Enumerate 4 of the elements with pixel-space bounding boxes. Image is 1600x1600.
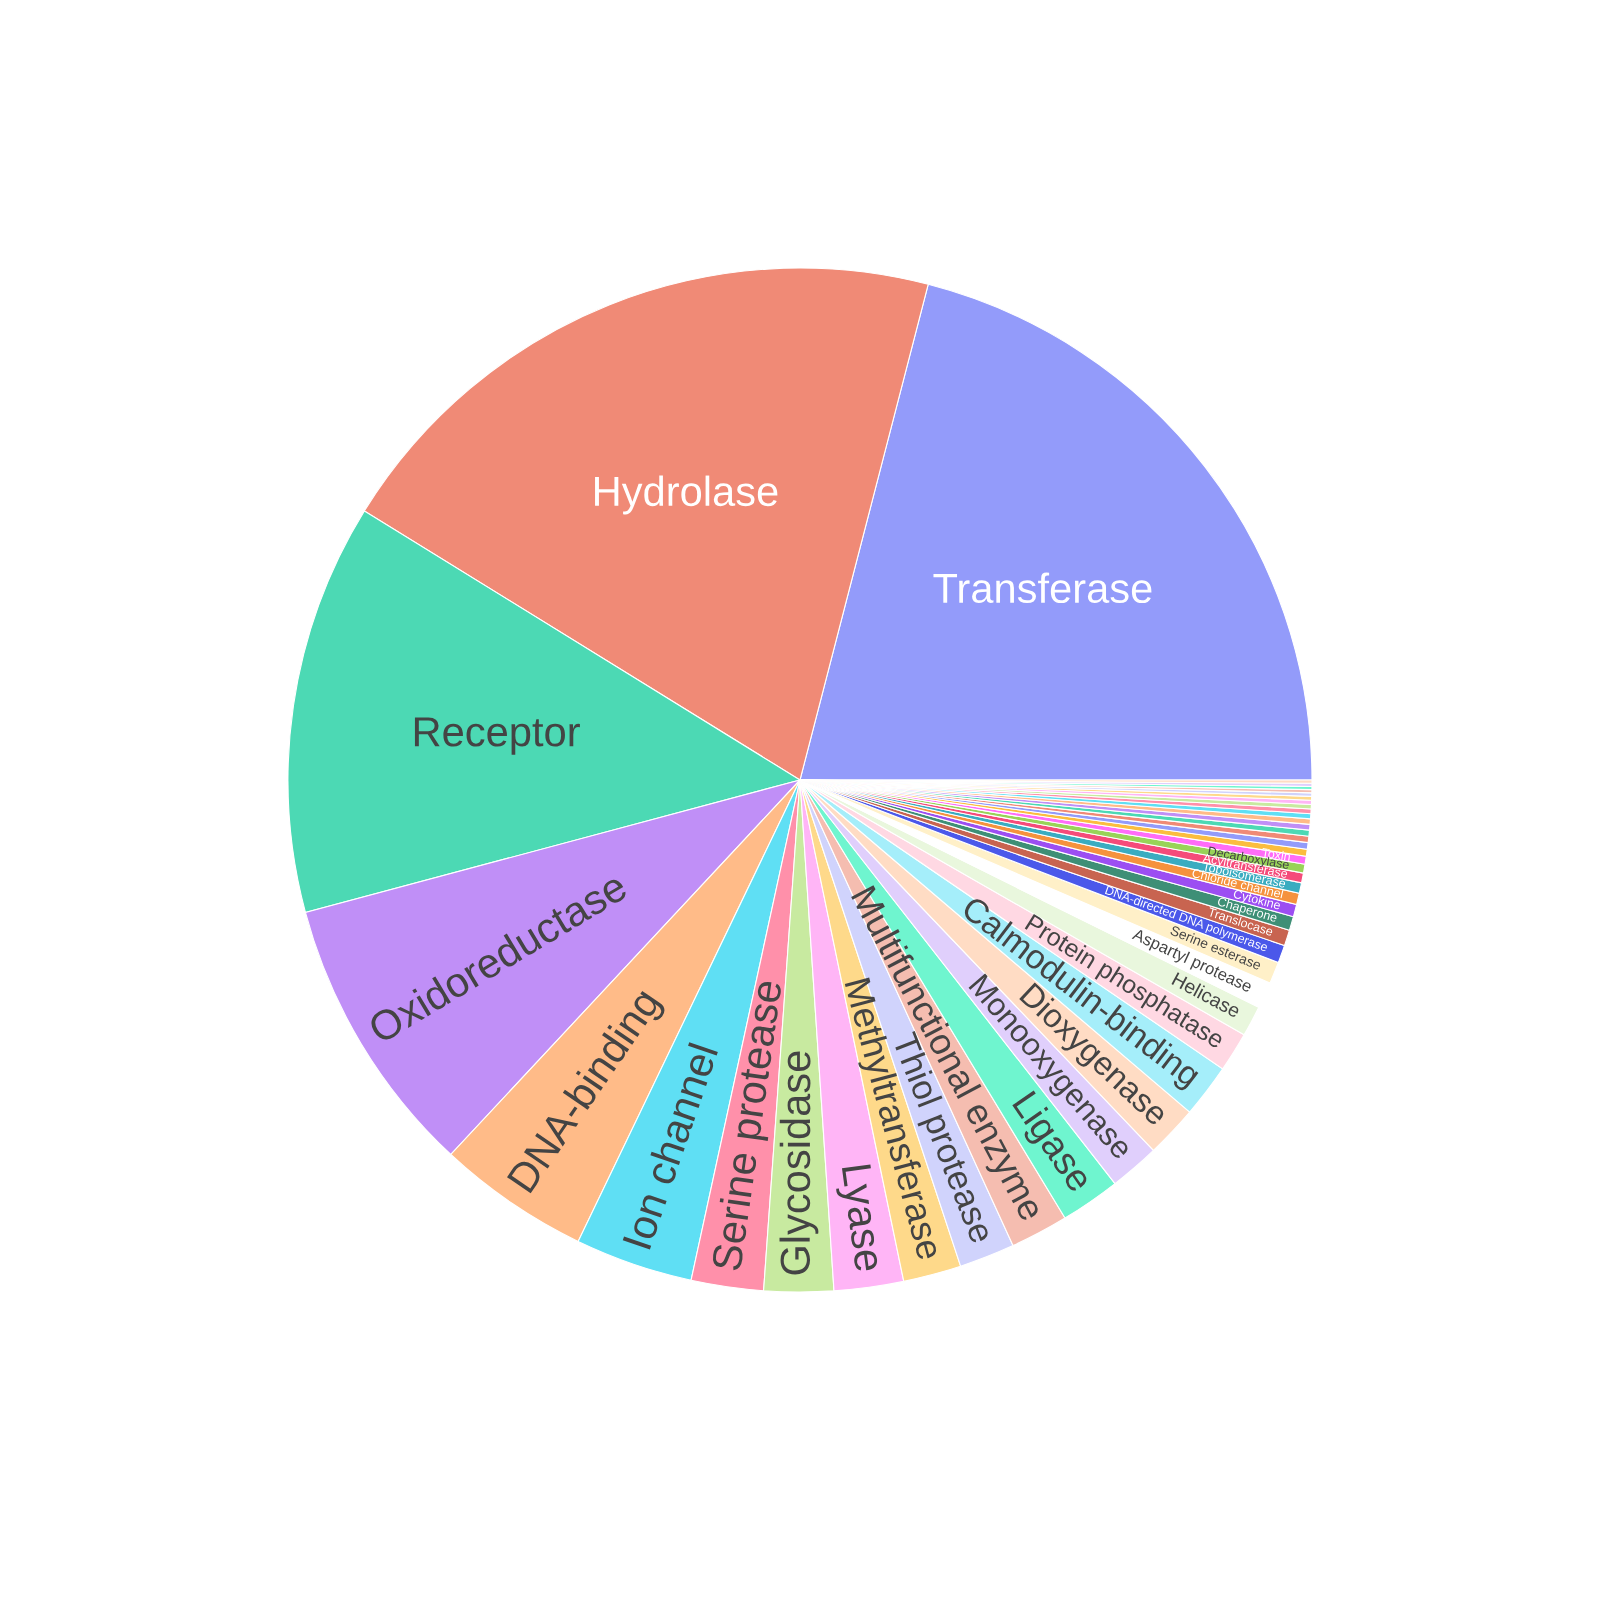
slice-label: Glycosidase (779, 1051, 819, 1275)
slice-label: Transferase (933, 572, 1152, 604)
slice-label: Hydrolase (595, 475, 778, 515)
slice-label: Receptor (414, 717, 580, 755)
